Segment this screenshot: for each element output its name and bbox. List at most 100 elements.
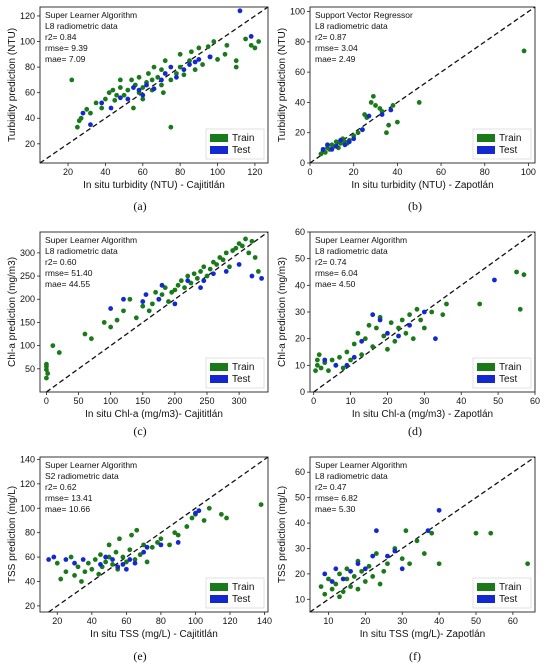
test-point	[362, 566, 368, 572]
test-point	[159, 282, 165, 288]
train-point	[368, 100, 374, 105]
test-point	[370, 312, 376, 318]
legend-label: Train	[499, 133, 521, 144]
annotation-line: r2= 0.62	[45, 482, 77, 492]
y-tick-label: 30	[295, 543, 305, 553]
y-axis-label: TSS prediction (mg/L)	[7, 486, 18, 583]
train-point	[255, 269, 261, 274]
x-tick-label: 50	[471, 616, 481, 626]
train-point	[211, 39, 217, 44]
legend-label: Train	[499, 362, 521, 373]
y-tick-label: 50	[295, 493, 305, 503]
train-point	[344, 349, 350, 355]
test-point	[377, 317, 383, 323]
y-tick-label: 20	[295, 128, 305, 138]
annotation-line: L8 radiometric data	[45, 21, 118, 31]
test-point	[360, 127, 365, 133]
test-point	[436, 507, 442, 513]
x-tick-label: 150	[135, 396, 150, 406]
train-point	[403, 330, 409, 336]
train-point	[45, 371, 51, 376]
x-tick-label: 60	[436, 167, 446, 177]
train-point	[146, 308, 152, 314]
train-point	[407, 561, 412, 567]
y-tick-label: 100	[20, 341, 35, 351]
x-tick-label: 120	[222, 616, 237, 626]
y-tick-label: 80	[295, 37, 305, 47]
test-point	[342, 142, 348, 148]
train-point	[82, 569, 88, 575]
test-point	[259, 275, 264, 281]
test-point	[192, 59, 198, 65]
train-point	[314, 362, 320, 368]
test-point	[103, 554, 109, 560]
train-point	[182, 285, 187, 291]
y-tick-label: 10	[295, 360, 305, 370]
test-point	[125, 96, 131, 102]
train-point	[141, 542, 147, 548]
train-point	[132, 557, 138, 562]
train-point	[252, 255, 258, 260]
train-point	[377, 581, 383, 587]
train-point	[103, 559, 109, 565]
chart-panel-4: 0 10 20 30 40 50 60 0 10 20 30 40 50 60 In situ Chl-a …	[277, 227, 540, 438]
annotation-line: Super Learner Algorithm	[45, 235, 137, 245]
panel-label: (f)	[409, 649, 421, 663]
test-point	[425, 528, 431, 534]
train-point	[151, 64, 157, 70]
train-point	[224, 42, 230, 48]
y-axis-label: Turbidity prediction (NTU)	[7, 28, 18, 142]
train-point	[318, 365, 324, 371]
train-point	[110, 87, 116, 93]
panel-label: (e)	[133, 649, 146, 663]
annotation-line: rmse= 3.04	[315, 43, 358, 53]
train-point	[137, 552, 143, 558]
train-point	[205, 44, 211, 50]
x-tick-label: 140	[257, 616, 272, 626]
x-tick-label: 60	[530, 396, 540, 406]
test-point	[108, 306, 114, 311]
train-point	[114, 317, 120, 323]
train-point	[72, 572, 77, 578]
train-point	[233, 64, 239, 70]
chart-panel-6: 10 20 30 40 50 60 10 20 30 40 50 60 In situ TSS (mg/…	[277, 456, 536, 663]
train-point	[172, 287, 178, 293]
test-point	[249, 273, 255, 279]
train-point	[316, 352, 322, 358]
x-tick-label: 20	[52, 616, 62, 626]
train-point	[418, 317, 424, 323]
train-point	[366, 322, 372, 328]
annotation-line: mae= 2.49	[315, 54, 356, 64]
test-point	[99, 100, 105, 106]
y-tick-label: 100	[20, 37, 35, 47]
train-point	[68, 554, 74, 560]
chart-panel-1: 20 40 60 80 100 120 20 40 60 80 100 120 In situ turb…	[7, 6, 269, 213]
train-point	[444, 301, 449, 307]
test-point	[421, 309, 427, 315]
panel-label: (d)	[408, 424, 422, 438]
test-point	[187, 62, 192, 67]
annotation-line: rmse= 13.41	[45, 493, 93, 503]
train-point	[252, 45, 258, 51]
train-point	[370, 574, 376, 579]
x-tick-label: 60	[138, 167, 148, 177]
y-tick-label: 40	[295, 280, 305, 290]
legend-swatch	[210, 134, 228, 142]
annotation-line: r2= 0.84	[45, 32, 77, 42]
train-point	[370, 93, 376, 99]
y-tick-label: 0	[300, 158, 305, 168]
annotation-line: r2= 0.47	[315, 482, 347, 492]
one-to-one-line	[309, 6, 536, 164]
train-point	[390, 103, 396, 108]
panel-label: (c)	[133, 424, 146, 438]
chart-panel-2: 0 20 40 60 80 100 0 20 40 60 80 100 In situ turbidit…	[277, 6, 536, 213]
train-point	[177, 64, 183, 70]
train-point	[436, 561, 442, 567]
y-tick-label: 20	[295, 569, 305, 579]
train-point	[140, 85, 146, 90]
train-point	[477, 301, 483, 307]
train-point	[440, 312, 446, 318]
annotation-line: mae= 44.55	[45, 279, 90, 289]
test-point	[98, 562, 103, 567]
test-point	[407, 322, 412, 328]
